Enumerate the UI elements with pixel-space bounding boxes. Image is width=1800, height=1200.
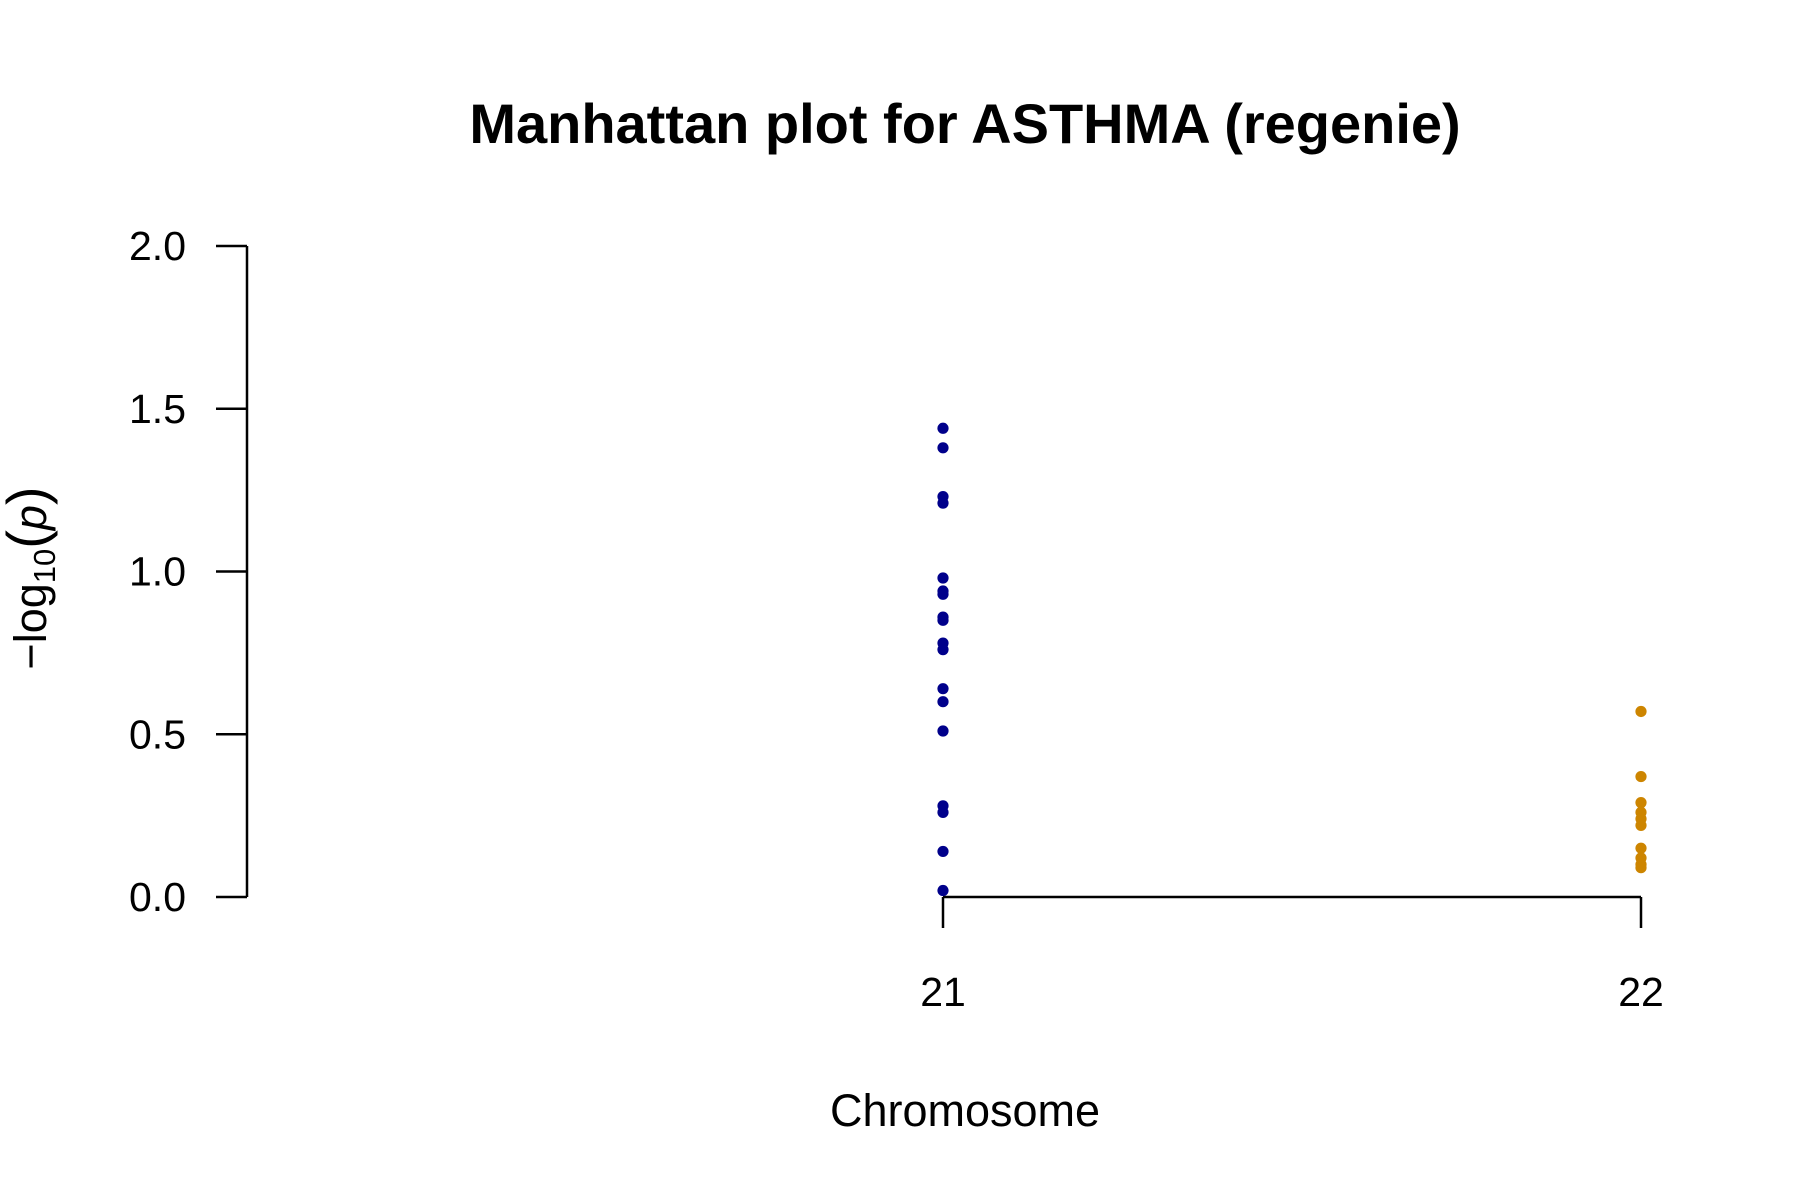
data-point-chr22 — [1635, 862, 1647, 874]
y-axis-label-prefix: −log — [5, 583, 56, 669]
y-axis-label: −log10(p) — [0, 486, 62, 669]
data-point-chr22 — [1635, 797, 1647, 809]
y-axis-label-open-paren: ( — [0, 530, 58, 549]
y-axis-label-close-paren: ) — [0, 486, 58, 505]
data-points — [937, 422, 1647, 897]
y-axis-label-variable: p — [5, 505, 56, 532]
data-point-chr21 — [937, 588, 949, 600]
chart-title: Manhattan plot for ASTHMA (regenie) — [469, 92, 1460, 155]
data-point-chr21 — [937, 614, 949, 626]
data-point-chr21 — [937, 497, 949, 509]
y-tick-label: 0.5 — [129, 711, 186, 757]
y-tick-label: 2.0 — [129, 223, 186, 269]
data-point-chr21 — [937, 572, 949, 584]
x-axis-ticks: 21 22 — [920, 897, 1664, 1015]
data-point-chr22 — [1635, 842, 1647, 854]
data-point-chr21 — [937, 884, 949, 897]
data-point-chr22 — [1635, 819, 1647, 831]
y-axis-ticks: 0.0 0.5 1.0 1.5 2.0 — [129, 223, 247, 920]
data-point-chr22 — [1635, 705, 1647, 718]
data-point-chr21 — [937, 806, 949, 818]
y-axis-label-subscript: 10 — [27, 549, 62, 583]
x-tick-label: 21 — [920, 969, 966, 1015]
y-tick-label: 1.0 — [129, 549, 186, 595]
x-axis-label: Chromosome — [830, 1085, 1100, 1136]
data-point-chr21 — [937, 442, 949, 454]
y-tick-label: 0.0 — [129, 874, 186, 920]
data-point-chr21 — [937, 683, 949, 695]
data-point-chr21 — [937, 845, 949, 858]
data-point-chr22 — [1635, 770, 1647, 783]
data-point-chr21 — [937, 644, 949, 656]
data-point-chr21 — [937, 696, 949, 708]
x-tick-label: 22 — [1618, 969, 1664, 1015]
data-point-chr21 — [937, 422, 949, 434]
data-point-chr21 — [937, 725, 949, 737]
y-tick-label: 1.5 — [129, 386, 186, 432]
